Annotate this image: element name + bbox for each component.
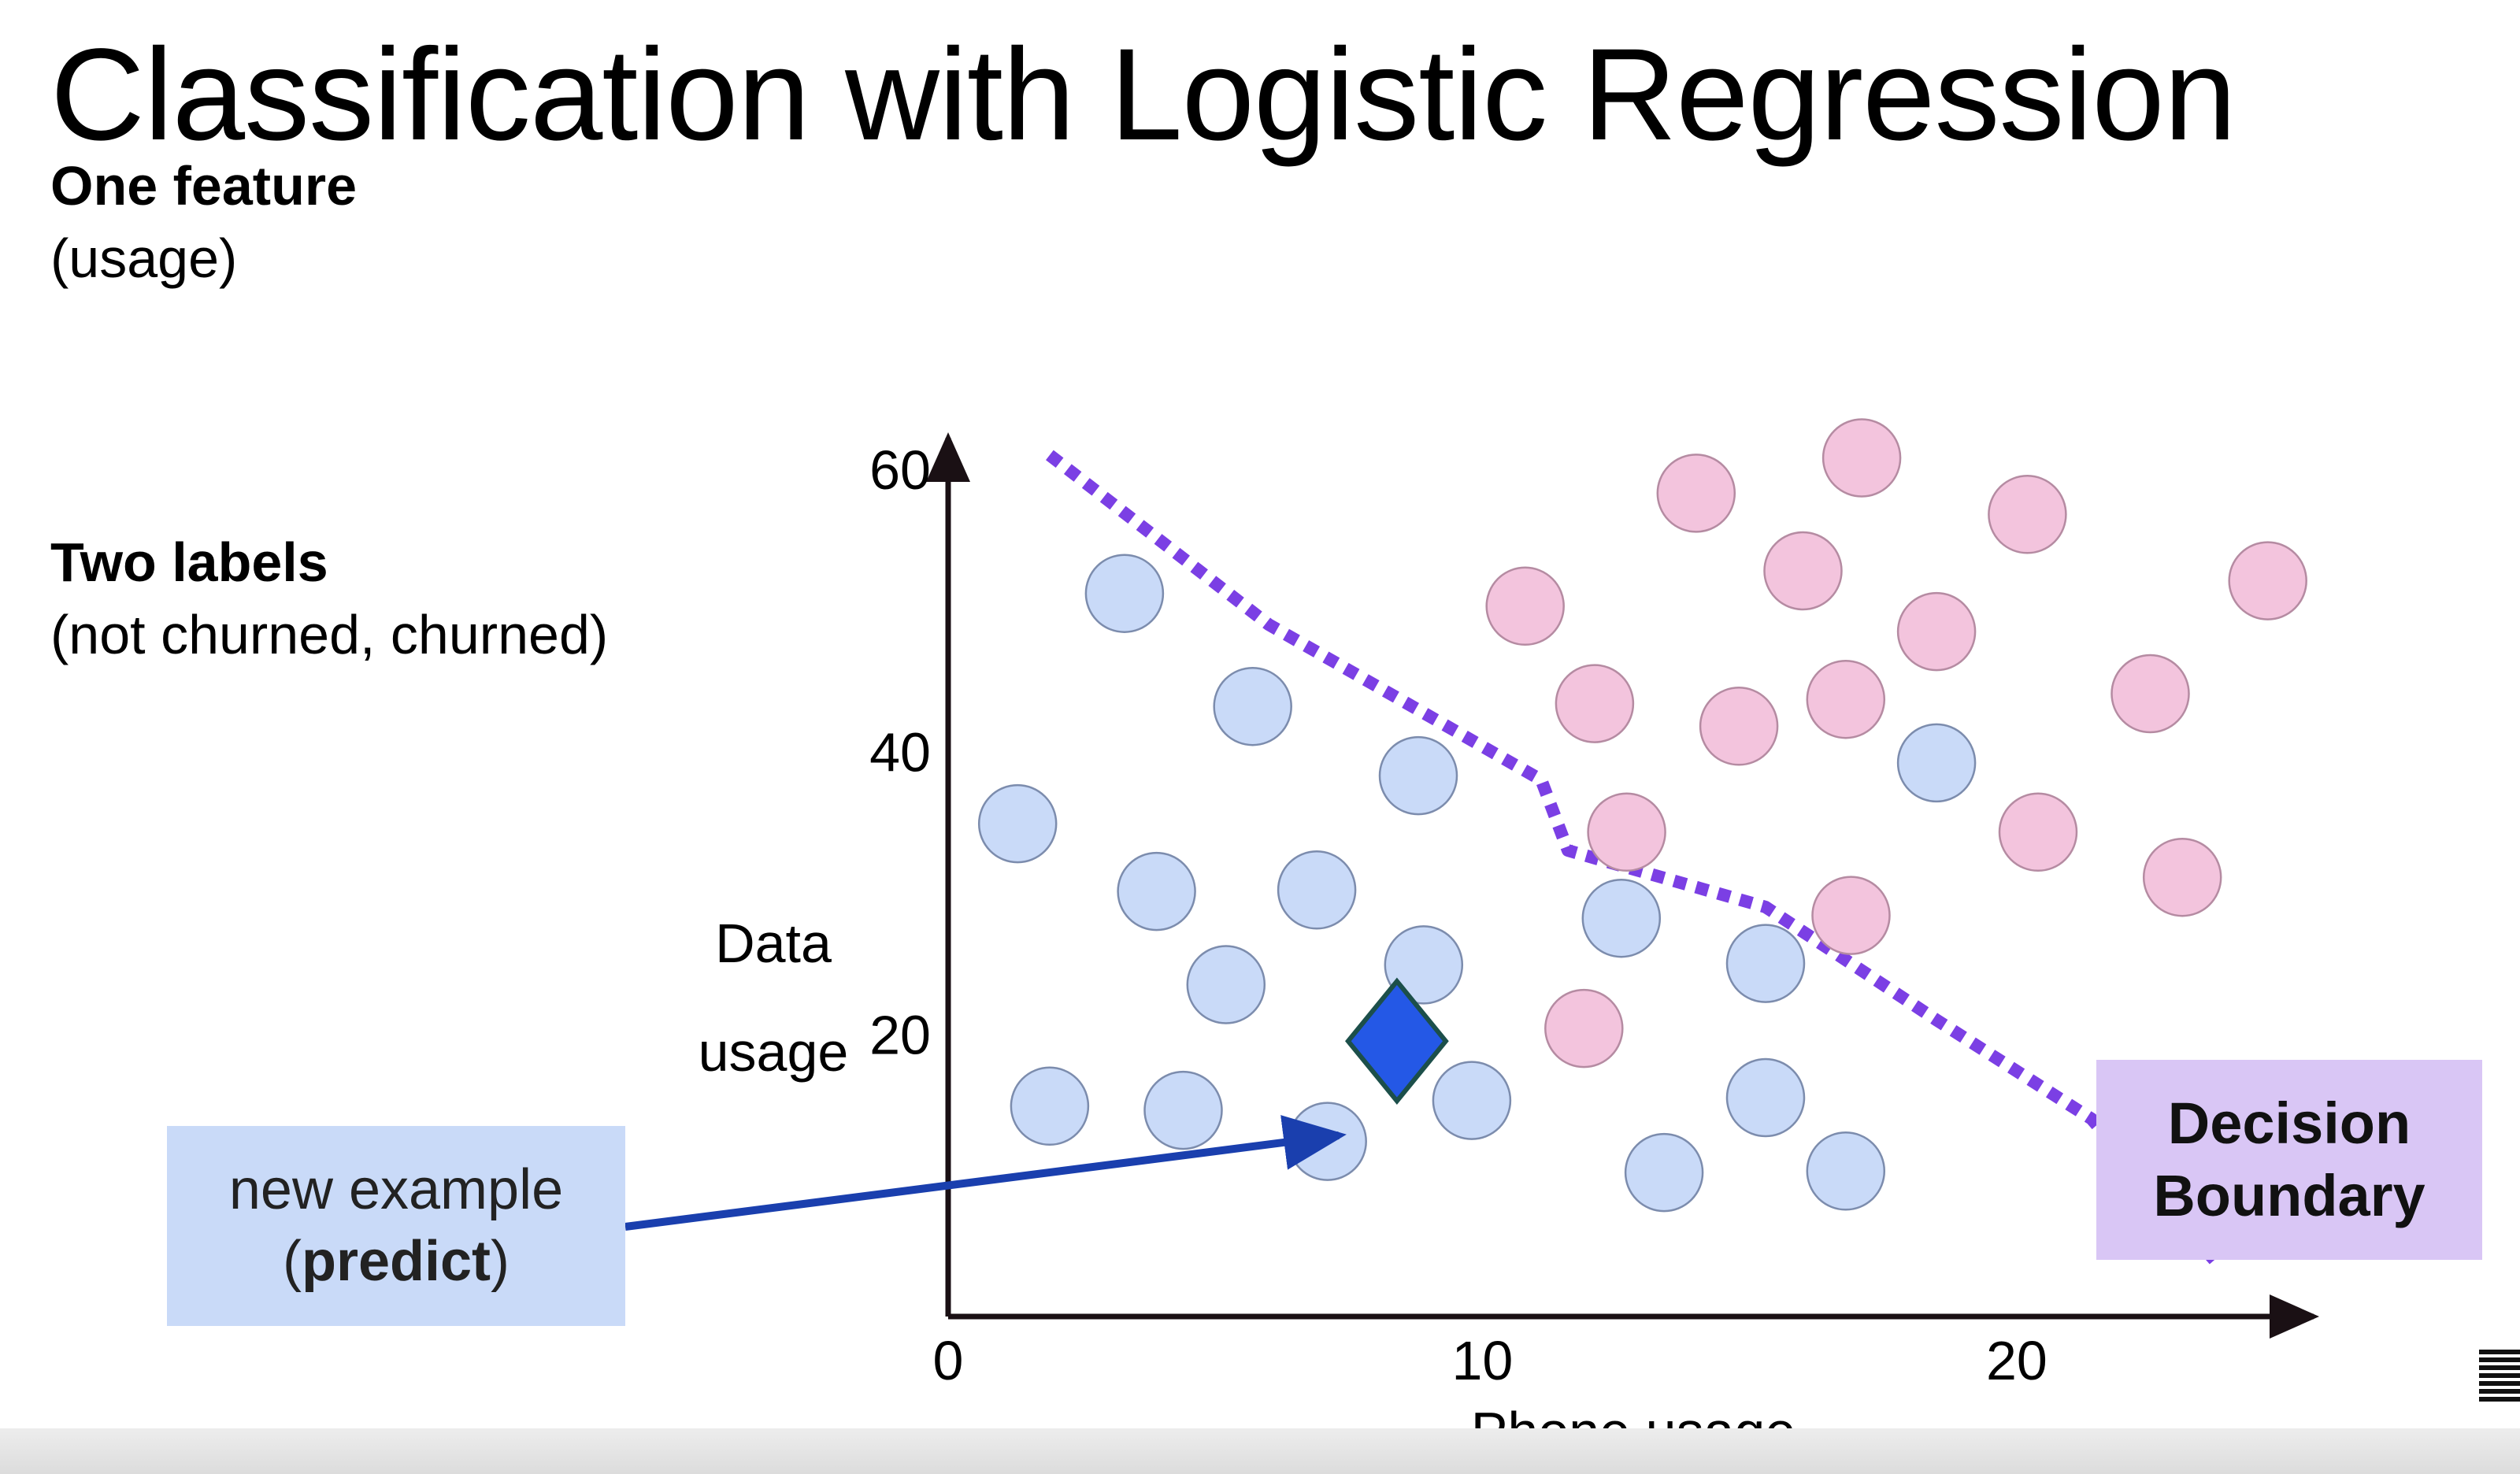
not-churned-point	[1186, 945, 1266, 1024]
churned-point	[1998, 792, 2078, 872]
feature-detail: (usage)	[50, 228, 238, 290]
churned-point	[2228, 541, 2307, 620]
churned-point	[2142, 837, 2222, 917]
not-churned-point	[1010, 1066, 1090, 1146]
decision-label-line1: Decision	[2167, 1090, 2411, 1156]
not-churned-point	[1581, 878, 1662, 958]
not-churned-point	[1806, 1131, 1886, 1211]
ibm-logo-icon	[2479, 1350, 2520, 1409]
not-churned-point	[1725, 1057, 1806, 1138]
not-churned-point	[1384, 925, 1464, 1005]
churned-point	[1544, 988, 1624, 1068]
predict-arrow	[624, 1115, 1347, 1231]
x-tick-label: 20	[1986, 1330, 2048, 1391]
y-tick-label: 40	[869, 722, 931, 783]
not-churned-point	[1624, 1132, 1704, 1213]
churned-point	[1988, 475, 2067, 554]
not-churned-point	[1117, 851, 1196, 931]
slide-title: Classification with Logistic Regression	[50, 22, 2236, 168]
new-example-callout: new example (predict)	[167, 1126, 625, 1326]
not-churned-point	[977, 783, 1058, 864]
churned-point	[1821, 418, 1902, 498]
not-churned-point	[1213, 666, 1292, 746]
not-churned-point	[1725, 924, 1806, 1003]
labels-detail: (not churned, churned)	[50, 604, 609, 666]
decision-boundary-callout: Decision Boundary	[2096, 1060, 2482, 1260]
feature-heading: One feature	[50, 155, 357, 217]
churned-point	[1811, 876, 1891, 955]
not-churned-point	[1143, 1070, 1223, 1150]
predict-label: (predict)	[282, 1230, 510, 1293]
labels-heading: Two labels	[50, 531, 328, 593]
churned-point	[1806, 659, 1886, 739]
churned-point	[2110, 654, 2190, 734]
bottom-bar	[0, 1428, 2520, 1474]
churned-point	[1555, 664, 1635, 743]
not-churned-point	[1896, 723, 1977, 803]
churned-point	[1656, 454, 1736, 533]
not-churned-point	[1084, 554, 1165, 633]
y-tick-label: 60	[869, 439, 931, 501]
not-churned-point	[1277, 850, 1357, 930]
not-churned-point	[1432, 1061, 1512, 1140]
decision-label-line2: Boundary	[2153, 1163, 2426, 1228]
churned-point	[1485, 566, 1565, 646]
x-tick-label: 0	[933, 1330, 964, 1391]
churned-point	[1587, 792, 1666, 872]
churned-point	[1699, 687, 1779, 766]
x-tick-label: 10	[1451, 1330, 1513, 1391]
decision-boundary-line	[1046, 450, 2219, 1265]
labels-note: Two labels (not churned, churned)	[50, 526, 608, 672]
not-churned-point	[1378, 735, 1458, 816]
churned-point	[1896, 591, 1977, 672]
new-example-label: new example	[228, 1157, 564, 1221]
feature-note: One feature (usage)	[50, 150, 357, 295]
churned-point	[1763, 531, 1843, 611]
y-axis-label-line1: Data	[715, 913, 832, 974]
y-axis-label-line2: usage	[699, 1021, 849, 1083]
new-example-point	[1345, 977, 1449, 1106]
y-tick-label: 20	[869, 1004, 931, 1065]
